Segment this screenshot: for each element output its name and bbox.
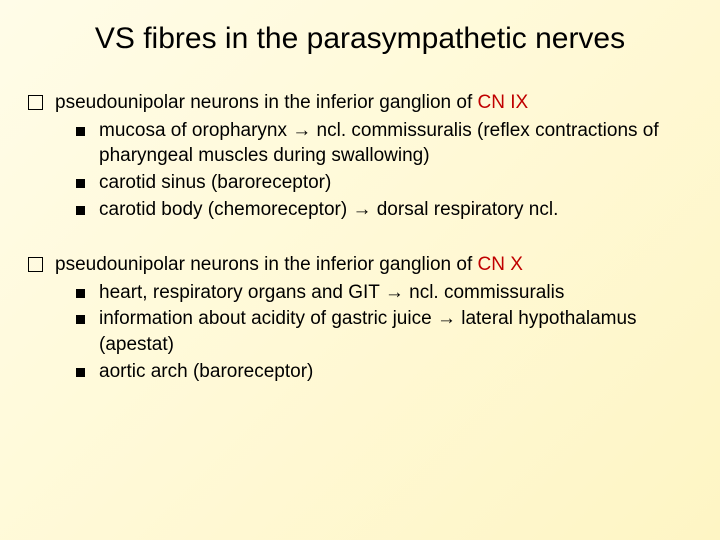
list-item: mucosa of oropharynx → ncl. commissurali…: [76, 118, 692, 169]
list-item: carotid sinus (baroreceptor): [76, 170, 692, 196]
highlight-cn-x: CN X: [478, 254, 523, 275]
lead-line-cn-x: pseudounipolar neurons in the inferior g…: [28, 252, 692, 278]
highlight-cn-ix: CN IX: [478, 92, 529, 113]
lead-line-cn-ix: pseudounipolar neurons in the inferior g…: [28, 90, 692, 116]
block-cn-x: pseudounipolar neurons in the inferior g…: [28, 252, 692, 384]
square-bullet-icon: [76, 315, 85, 324]
sub-list-cn-ix: mucosa of oropharynx → ncl. commissurali…: [76, 118, 692, 223]
square-bullet-icon: [76, 179, 85, 188]
lead-text: pseudounipolar neurons in the inferior g…: [55, 252, 692, 278]
list-item-text: information about acidity of gastric jui…: [99, 306, 692, 357]
slide-title: VS fibres in the parasympathetic nerves: [28, 22, 692, 56]
list-item-text: mucosa of oropharynx → ncl. commissurali…: [99, 118, 692, 169]
list-item: heart, respiratory organs and GIT → ncl.…: [76, 280, 692, 306]
lead-pre: pseudounipolar neurons in the inferior g…: [55, 254, 478, 275]
list-item: carotid body (chemoreceptor) → dorsal re…: [76, 197, 692, 223]
square-bullet-icon: [76, 206, 85, 215]
list-item-text: carotid body (chemoreceptor) → dorsal re…: [99, 197, 692, 223]
lead-text: pseudounipolar neurons in the inferior g…: [55, 90, 692, 116]
list-item: aortic arch (baroreceptor): [76, 359, 692, 385]
checkbox-bullet-icon: [28, 257, 43, 272]
block-cn-ix: pseudounipolar neurons in the inferior g…: [28, 90, 692, 222]
lead-pre: pseudounipolar neurons in the inferior g…: [55, 92, 478, 113]
sub-list-cn-x: heart, respiratory organs and GIT → ncl.…: [76, 280, 692, 385]
square-bullet-icon: [76, 289, 85, 298]
list-item-text: heart, respiratory organs and GIT → ncl.…: [99, 280, 692, 306]
square-bullet-icon: [76, 127, 85, 136]
square-bullet-icon: [76, 368, 85, 377]
list-item-text: aortic arch (baroreceptor): [99, 359, 692, 385]
list-item: information about acidity of gastric jui…: [76, 306, 692, 357]
checkbox-bullet-icon: [28, 95, 43, 110]
list-item-text: carotid sinus (baroreceptor): [99, 170, 692, 196]
